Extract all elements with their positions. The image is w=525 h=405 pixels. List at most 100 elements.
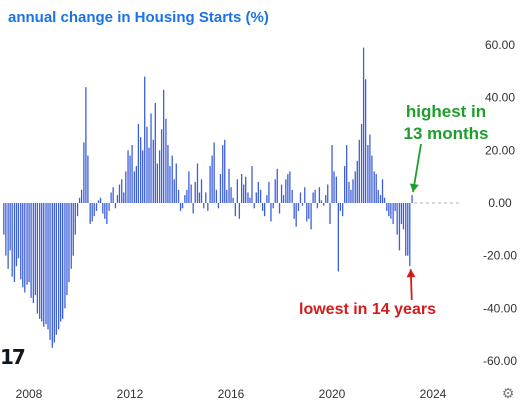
bar	[276, 168, 278, 203]
bar	[53, 203, 55, 343]
bar	[356, 160, 358, 203]
bar	[306, 203, 308, 222]
bar	[146, 126, 148, 203]
y-tick-label: 0.00	[488, 196, 512, 210]
bar	[36, 203, 39, 314]
bar	[102, 203, 104, 214]
bar	[165, 118, 167, 203]
bar	[289, 171, 291, 203]
bar	[112, 187, 114, 203]
bar	[364, 79, 367, 203]
y-tick-label: 60.00	[485, 38, 515, 52]
bar	[118, 184, 121, 203]
bar	[339, 203, 342, 211]
bar	[238, 203, 241, 219]
tradingview-logo-icon[interactable]: 17	[0, 345, 26, 369]
bar	[87, 155, 89, 203]
bar	[34, 203, 37, 296]
bar	[148, 147, 150, 203]
bar	[28, 203, 30, 282]
bar	[114, 203, 117, 209]
bar	[72, 203, 74, 256]
bar	[76, 203, 79, 217]
bar	[323, 203, 325, 206]
bar	[188, 171, 190, 203]
bar	[316, 203, 319, 209]
bar	[11, 203, 13, 277]
bar	[144, 76, 146, 203]
y-tick-label: 20.00	[485, 143, 515, 157]
bar	[43, 203, 45, 327]
bar	[392, 203, 394, 225]
bar	[68, 203, 70, 282]
bar	[66, 203, 68, 296]
bar	[131, 145, 133, 203]
bar	[219, 174, 222, 203]
bar	[373, 171, 375, 203]
bar	[362, 47, 365, 203]
bar	[93, 203, 95, 217]
bar	[57, 203, 60, 330]
bar	[310, 203, 312, 230]
bar	[59, 203, 62, 322]
bar	[30, 203, 32, 298]
bar	[337, 203, 339, 272]
bar	[358, 139, 360, 203]
lowest-annotation: lowest in 14 years	[299, 301, 436, 318]
bar	[270, 203, 272, 222]
y-tick-label: -60.00	[483, 354, 517, 368]
highest-annotation: highest in 13 months	[386, 101, 506, 145]
bar	[375, 174, 377, 203]
bar	[129, 155, 131, 203]
bar	[152, 139, 154, 203]
bar	[169, 166, 171, 203]
bar	[253, 203, 255, 209]
bar	[116, 195, 119, 203]
bar	[108, 203, 110, 211]
bar	[383, 197, 386, 203]
bar	[205, 192, 207, 203]
bar	[200, 179, 203, 203]
bar	[160, 129, 163, 203]
bar	[346, 145, 348, 203]
bar	[135, 166, 138, 203]
bar	[181, 203, 184, 209]
bar	[184, 195, 186, 203]
bar	[74, 203, 76, 235]
bar	[7, 203, 9, 269]
bar	[304, 187, 306, 203]
bar	[243, 184, 245, 203]
bar	[228, 168, 230, 203]
bar	[99, 197, 102, 203]
y-tick-label: 40.00	[485, 91, 515, 105]
bar	[106, 203, 108, 225]
bar	[9, 203, 11, 251]
bar	[55, 203, 57, 335]
bar	[217, 203, 220, 209]
bar	[278, 203, 281, 214]
bar	[45, 203, 47, 325]
gear-icon[interactable]: ⚙	[501, 385, 515, 401]
bar	[121, 179, 123, 203]
bar	[230, 187, 232, 203]
bar	[388, 203, 390, 217]
bar	[266, 195, 268, 203]
bar	[3, 203, 5, 235]
bar	[381, 179, 384, 203]
bar	[49, 203, 51, 340]
bar	[162, 89, 165, 203]
bar	[125, 171, 127, 203]
bar	[156, 163, 158, 203]
bar	[22, 203, 24, 288]
bar	[171, 155, 173, 203]
bar	[245, 176, 247, 203]
bar	[26, 203, 28, 285]
bar	[198, 192, 201, 203]
bar	[280, 184, 283, 203]
bar	[396, 203, 398, 235]
bar	[348, 181, 350, 203]
bar	[89, 203, 91, 225]
bar	[251, 166, 253, 203]
bar	[80, 189, 83, 203]
